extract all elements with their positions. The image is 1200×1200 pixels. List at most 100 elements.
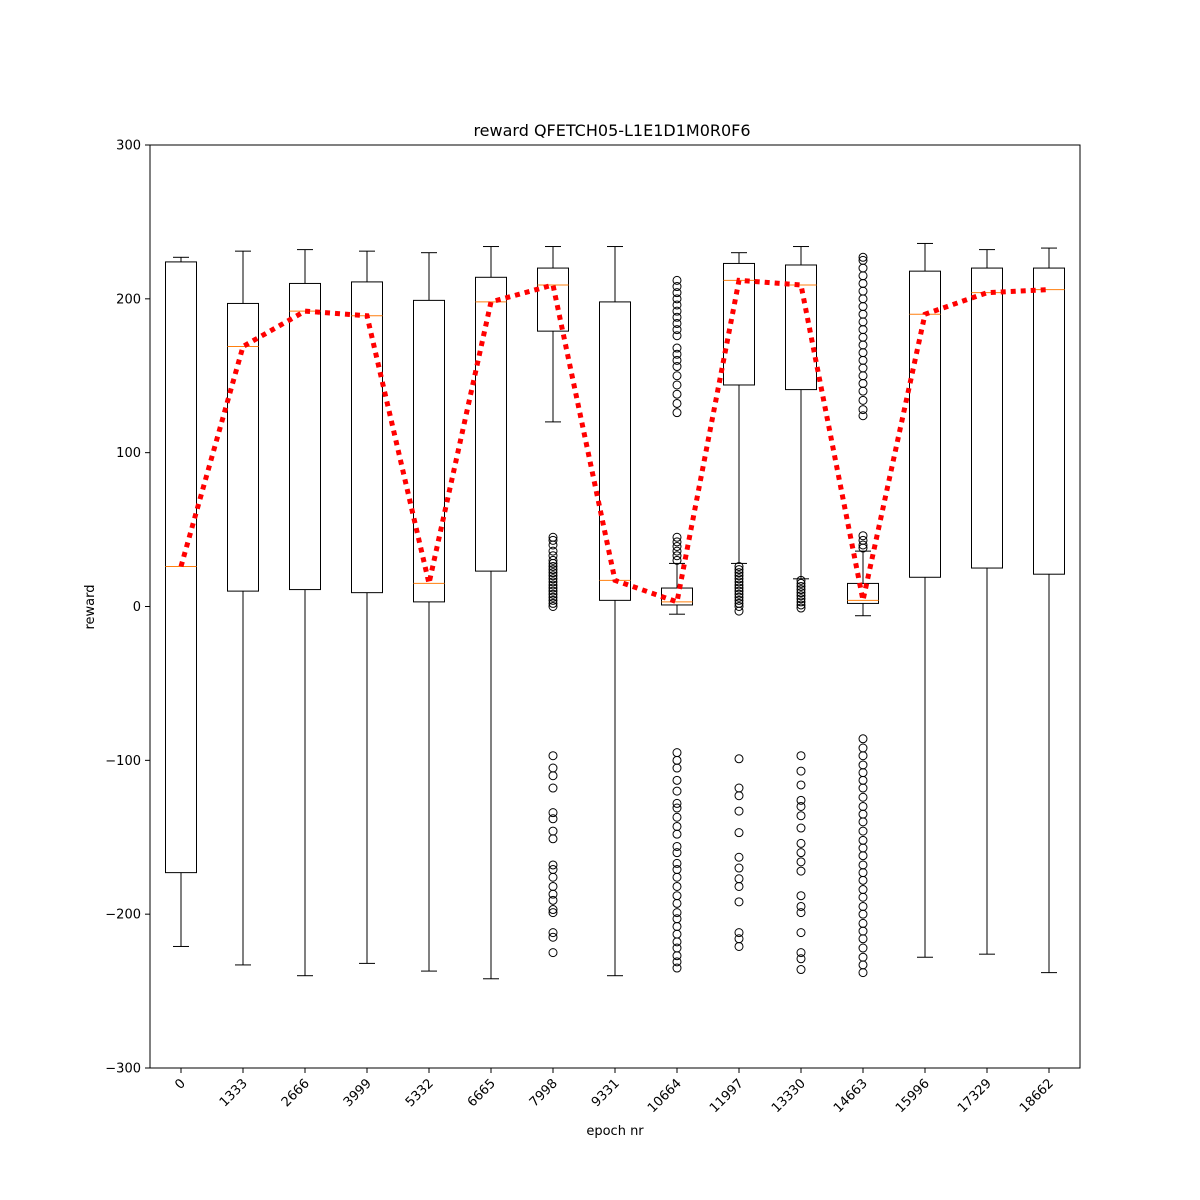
outlier-point — [734, 574, 744, 584]
outlier-point — [672, 848, 682, 858]
outlier-point — [734, 586, 744, 596]
outlier-point — [672, 786, 682, 796]
outlier-point — [796, 600, 806, 610]
outlier-point — [548, 555, 558, 565]
outlier-point — [796, 780, 806, 790]
outlier-point — [548, 860, 558, 870]
outlier-point — [548, 574, 558, 584]
outlier-point — [734, 583, 744, 593]
outlier-point — [672, 318, 682, 328]
outlier-point — [672, 362, 682, 372]
box-group-11997 — [723, 252, 755, 951]
outlier-point — [672, 355, 682, 365]
outlier-point — [734, 577, 744, 587]
outlier-point — [796, 823, 806, 833]
box-iqr — [785, 264, 817, 391]
outlier-point — [796, 585, 806, 595]
box-group-1333 — [227, 250, 259, 966]
outlier-point — [796, 848, 806, 858]
outlier-point — [734, 562, 744, 572]
outlier-point — [734, 571, 744, 581]
outlier-point — [796, 575, 806, 585]
outlier-point — [734, 941, 744, 951]
outlier-point — [796, 866, 806, 876]
box-group-9331 — [599, 246, 631, 977]
outlier-point — [858, 875, 868, 885]
outlier-point — [796, 588, 806, 598]
outlier-point — [672, 275, 682, 285]
outlier-point — [858, 411, 868, 421]
outlier-point — [858, 943, 868, 953]
outlier-point — [796, 597, 806, 607]
box-iqr — [1033, 267, 1065, 575]
outlier-point — [734, 592, 744, 602]
box-group-18662 — [1033, 247, 1065, 974]
box-group-5332 — [413, 252, 445, 972]
outlier-point — [734, 589, 744, 599]
outlier-point — [672, 908, 682, 918]
outlier-point — [672, 380, 682, 390]
outlier-point — [548, 783, 558, 793]
outlier-point — [858, 968, 868, 978]
outlier-point — [858, 934, 868, 944]
outlier-point — [548, 551, 558, 561]
outlier-point — [672, 829, 682, 839]
outlier-point — [734, 791, 744, 801]
outlier-point — [796, 954, 806, 964]
outlier-point — [796, 582, 806, 592]
outlier-point — [796, 594, 806, 604]
outlier-point — [858, 255, 868, 265]
outlier-point — [858, 783, 868, 793]
box-group-10664 — [661, 275, 693, 973]
outlier-point — [796, 795, 806, 805]
outlier-point — [796, 578, 806, 588]
outlier-point — [672, 408, 682, 418]
outlier-point — [858, 892, 868, 902]
outlier-point — [672, 331, 682, 341]
y-tick-label: −200 — [105, 908, 141, 923]
outlier-point — [548, 602, 558, 611]
outlier-point — [672, 798, 682, 808]
outlier-point — [858, 792, 868, 802]
outlier-point — [548, 532, 558, 542]
outlier-point — [796, 965, 806, 975]
outlier-point — [734, 568, 744, 578]
outlier-point — [548, 568, 558, 578]
outlier-point — [672, 300, 682, 310]
outlier-point — [796, 801, 806, 811]
outlier-point — [672, 841, 682, 851]
outlier-point — [548, 592, 558, 602]
outlier-point — [796, 857, 806, 867]
outlier-point — [734, 754, 744, 764]
chart-title: reward QFETCH05-L1E1D1M0R0F6 — [473, 121, 750, 140]
outlier-point — [548, 908, 558, 918]
outlier-point — [548, 546, 558, 556]
outlier-point — [858, 252, 868, 262]
outlier-point — [672, 349, 682, 359]
outlier-point — [672, 532, 682, 542]
outlier-point — [672, 306, 682, 316]
outlier-point — [548, 834, 558, 844]
outlier-point — [672, 803, 682, 813]
y-tick-label: 200 — [116, 292, 141, 307]
plot-area — [165, 242, 1065, 980]
outlier-point — [796, 766, 806, 776]
outlier-point — [796, 751, 806, 761]
box-iqr — [289, 282, 321, 591]
outlier-point — [548, 872, 558, 882]
outlier-point — [796, 928, 806, 938]
outlier-point — [796, 901, 806, 911]
median-trend-line — [178, 277, 1050, 606]
box-iqr — [723, 262, 755, 386]
box-iqr — [227, 302, 259, 592]
outlier-point — [548, 562, 558, 572]
outlier-point — [796, 811, 806, 821]
box-iqr — [599, 301, 631, 601]
box-iqr — [351, 281, 383, 594]
outlier-point — [734, 881, 744, 891]
outlier-point — [672, 957, 682, 967]
box-group-15996 — [909, 242, 941, 958]
box-group-7998 — [537, 246, 569, 958]
outlier-point — [858, 751, 868, 761]
